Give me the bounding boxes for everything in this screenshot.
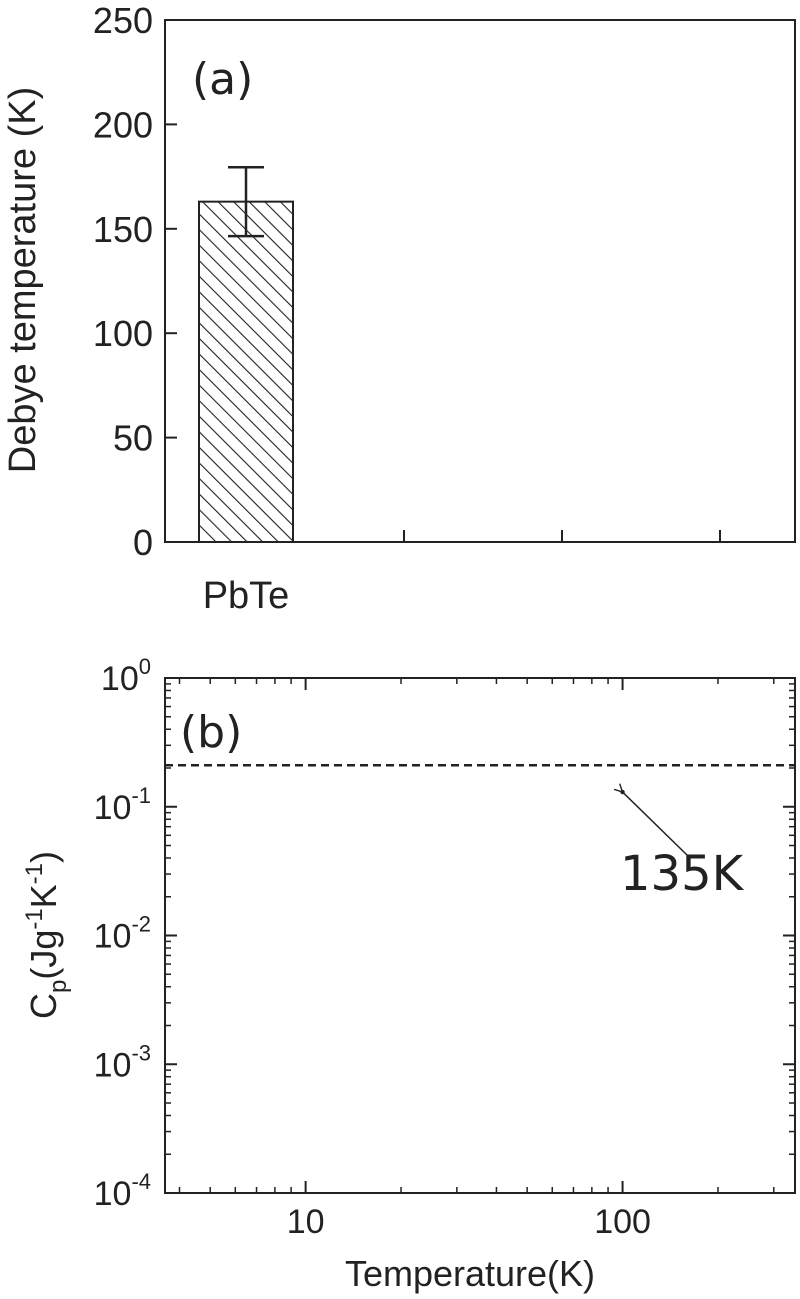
y-tick-label: 100 bbox=[101, 654, 151, 698]
cp-units-open: (Jg bbox=[23, 930, 64, 980]
y-tick-exponent: -3 bbox=[131, 1040, 151, 1065]
y-tick-base: 10 bbox=[94, 1046, 132, 1084]
panel-a-label: (a) bbox=[192, 54, 253, 105]
y-tick-label: 10-1 bbox=[94, 783, 151, 827]
y-tick-label: 250 bbox=[93, 0, 153, 41]
y-tick-label: 150 bbox=[93, 209, 153, 250]
y-tick-label: 10-4 bbox=[94, 1169, 151, 1213]
y-tick-base: 10 bbox=[94, 789, 132, 827]
y-tick-label: 10-2 bbox=[94, 912, 151, 956]
y-tick-exponent: -2 bbox=[131, 912, 151, 937]
panel-b-label: (b) bbox=[180, 707, 242, 758]
y-tick-label: 100 bbox=[93, 313, 153, 354]
category-label: PbTe bbox=[203, 575, 290, 617]
annotation-point bbox=[620, 789, 625, 795]
cp-units-k: K bbox=[23, 884, 64, 908]
panel-a-bars bbox=[198, 200, 294, 543]
x-tick-label: 10 bbox=[287, 1203, 325, 1241]
panel-b-frame bbox=[164, 677, 796, 1194]
panel-b-x-ticks: 10 100 bbox=[178, 678, 775, 1241]
y-tick-label: 50 bbox=[113, 418, 153, 459]
panel-a: 0 50 100 150 200 250 (a) Debye temperature (K… bbox=[2, 0, 796, 617]
annotation-label: 135K bbox=[620, 846, 745, 902]
y-tick-label: 10-3 bbox=[94, 1040, 151, 1084]
annotation-arrow bbox=[623, 792, 688, 856]
cp-subscript: p bbox=[45, 980, 72, 993]
y-tick-exponent: -1 bbox=[131, 783, 151, 808]
panel-a-category-labels: PbTe bbox=[203, 575, 290, 617]
cp-units-close: ) bbox=[23, 851, 64, 863]
panel-b-y-axis-label: Cp(Jg-1K-1) bbox=[21, 851, 72, 1019]
panel-a-y-ticks: 0 50 100 150 200 250 bbox=[93, 0, 177, 563]
y-tick-base: 10 bbox=[94, 918, 132, 956]
y-tick-exponent: -4 bbox=[131, 1169, 151, 1194]
panel-a-frame bbox=[164, 19, 796, 543]
y-tick-base: 10 bbox=[94, 1175, 132, 1213]
x-tick-label: 100 bbox=[594, 1203, 651, 1241]
panel-b-annotation: 135K bbox=[620, 790, 745, 902]
panel-a-y-axis-label: Debye temperature (K) bbox=[2, 87, 44, 474]
bar-pbte bbox=[198, 200, 294, 543]
panel-a-x-ticks bbox=[245, 530, 721, 542]
y-tick-exponent: 0 bbox=[139, 654, 151, 679]
cp-exp-g: -1 bbox=[21, 908, 48, 929]
cp-exp-k: -1 bbox=[21, 863, 48, 884]
cp-symbol: C bbox=[23, 993, 64, 1019]
y-tick-label: 200 bbox=[93, 104, 153, 145]
y-tick-label: 0 bbox=[133, 522, 153, 563]
panel-b-x-axis-label: Temperature(K) bbox=[345, 1253, 595, 1294]
y-tick-base: 10 bbox=[101, 660, 139, 698]
panel-a-error-bars bbox=[228, 165, 264, 238]
